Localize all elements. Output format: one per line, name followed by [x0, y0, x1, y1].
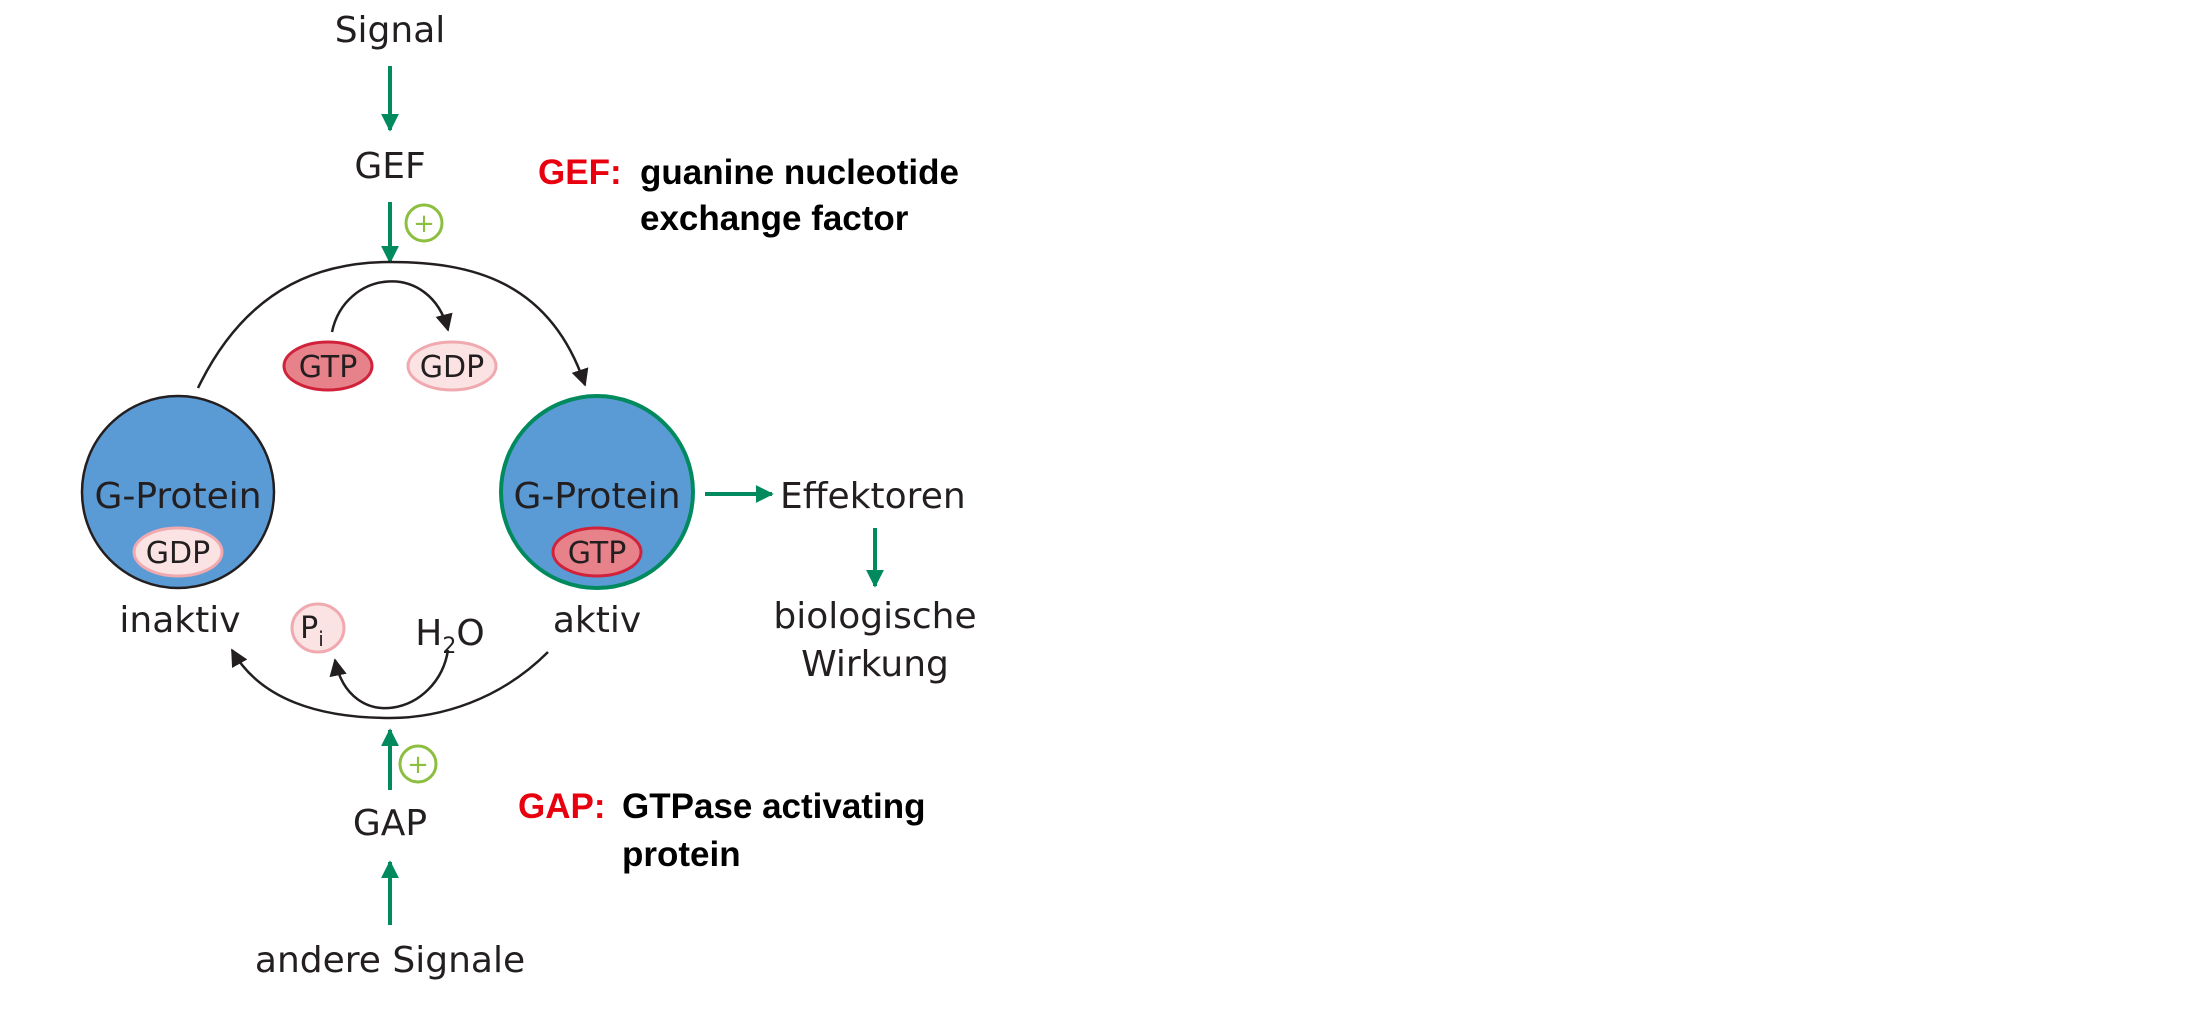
effectors-label: Effektoren	[780, 476, 966, 517]
activation-arc	[196, 260, 589, 389]
other-signals-label: andere Signale	[255, 940, 525, 981]
hydrolysis-arc	[230, 648, 549, 720]
gap-note: GAP: GTPase activating protein	[518, 787, 925, 874]
nucleotide-exchange-curl	[330, 280, 453, 333]
svg-text:GTP: GTP	[299, 350, 358, 385]
active-state-label: aktiv	[553, 600, 641, 641]
water-label: H2O	[415, 613, 484, 659]
gdp-pill-top: GDP	[406, 340, 498, 392]
gap-note-line2: protein	[622, 835, 741, 874]
signal-label: Signal	[335, 10, 446, 51]
svg-text:GDP: GDP	[146, 536, 210, 571]
inactive-state-label: inaktiv	[119, 600, 240, 641]
gtp-pill-active: GTP	[551, 526, 643, 578]
gdp-pill-inactive: GDP	[132, 526, 224, 578]
hydrolysis-curl	[329, 649, 450, 710]
inactive-protein-label: G-Protein	[94, 476, 261, 517]
biological-effect-line1: biologische	[773, 596, 976, 637]
gef-label: GEF	[354, 146, 425, 187]
biological-effect-line2: Wirkung	[801, 644, 949, 685]
gap-note-key: GAP:	[518, 787, 606, 826]
gap-stimulation-plus-icon: +	[398, 744, 438, 784]
svg-text:+: +	[413, 209, 435, 239]
gef-note: GEF: guanine nucleotide exchange factor	[538, 153, 959, 238]
gtp-pill-top: GTP	[282, 340, 374, 392]
phosphate-pill: Pi	[290, 602, 346, 654]
inactive-g-protein: G-Protein GDP	[80, 394, 276, 590]
gef-note-line1: guanine nucleotide	[640, 153, 959, 192]
gap-note-line1: GTPase activating	[622, 787, 925, 826]
gap-label: GAP	[353, 803, 427, 844]
active-protein-label: G-Protein	[513, 476, 680, 517]
svg-text:GDP: GDP	[420, 350, 484, 385]
gef-note-line2: exchange factor	[640, 199, 909, 238]
svg-text:+: +	[407, 750, 429, 780]
svg-text:Pi: Pi	[300, 611, 324, 651]
svg-text:GTP: GTP	[568, 536, 627, 571]
active-g-protein: G-Protein GTP	[499, 394, 695, 590]
gef-note-key: GEF:	[538, 153, 622, 192]
gef-stimulation-plus-icon: +	[404, 203, 444, 243]
